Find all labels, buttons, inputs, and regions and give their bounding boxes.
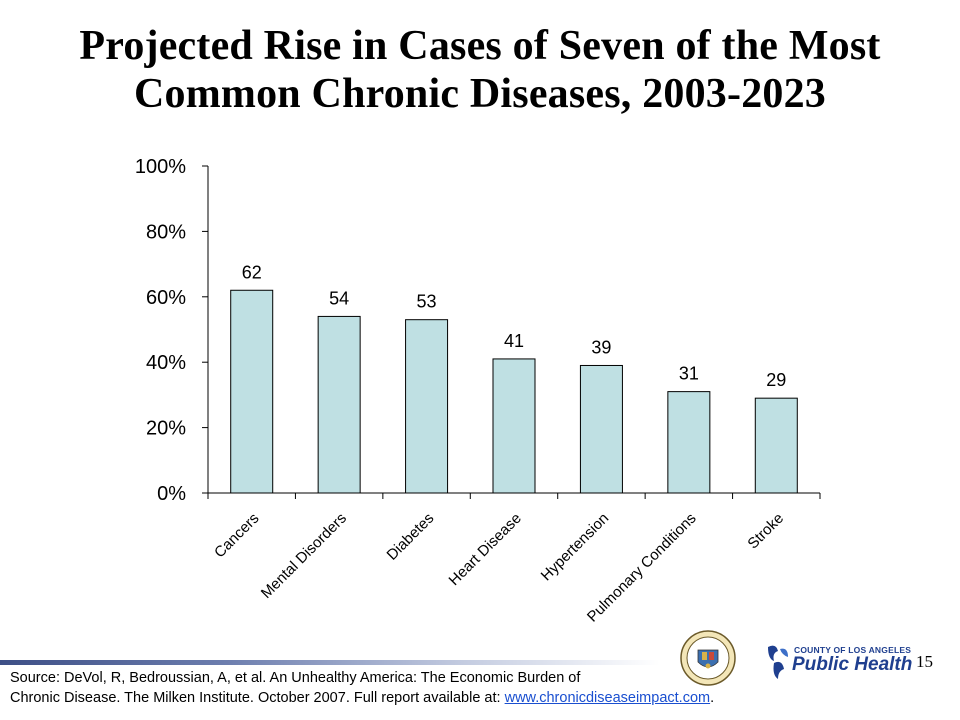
data-label: 41 xyxy=(504,331,524,351)
title-line-2: Common Chronic Diseases, 2003-2023 xyxy=(133,71,826,117)
county-seal-icon xyxy=(680,630,736,686)
footer-divider xyxy=(0,660,660,665)
bar xyxy=(492,358,536,494)
data-label: 29 xyxy=(766,370,786,390)
page-number: 15 xyxy=(916,652,933,671)
title-line-1: Projected Rise in Cases of Seven of the … xyxy=(79,23,881,69)
category-label: Stroke xyxy=(744,510,787,553)
source-line-2-text: Chronic Disease. The Milken Institute. O… xyxy=(10,690,505,706)
category-label: Heart Disease xyxy=(446,510,525,589)
y-tick-label: 80% xyxy=(146,221,186,243)
y-tick-label: 0% xyxy=(157,483,186,505)
source-link[interactable]: www.chronicdiseaseimpact.com xyxy=(504,690,711,706)
bar xyxy=(317,315,361,494)
logo-mark-icon xyxy=(768,645,788,679)
logo-big-text: Public Health xyxy=(792,654,913,675)
data-label: 39 xyxy=(591,337,611,357)
bar xyxy=(230,289,274,494)
source-line-2: Chronic Disease. The Milken Institute. O… xyxy=(10,688,830,708)
source-line-1: Source: DeVol, R, Bedroussian, A, et al.… xyxy=(10,670,581,686)
data-label: 53 xyxy=(417,292,437,312)
bar-chart: 0% 20% 40% 60% 80% 100% 62 Cancers 54 Mental Diso… xyxy=(135,156,821,626)
chart-title: Projected Rise in Cases of Seven of the … xyxy=(0,22,960,118)
y-tick-label: 100% xyxy=(135,156,186,178)
y-tick-label: 60% xyxy=(146,287,186,309)
category-label: Diabetes xyxy=(384,510,438,564)
category-label: Hypertension xyxy=(538,510,613,585)
category-label: Cancers xyxy=(211,510,263,562)
source-note: Source: DeVol, R, Bedroussian, A, et al.… xyxy=(10,668,830,708)
bar xyxy=(405,319,449,494)
bar xyxy=(667,391,711,494)
data-label: 54 xyxy=(329,288,349,308)
bar xyxy=(579,364,623,494)
bar xyxy=(754,397,798,494)
logo-small-text: COUNTY OF LOS ANGELES xyxy=(794,645,912,655)
source-trailing: . xyxy=(710,690,715,706)
public-health-logo: COUNTY OF LOS ANGELES Public Health xyxy=(764,641,912,681)
data-label: 31 xyxy=(679,364,699,384)
y-tick-label: 20% xyxy=(146,418,186,440)
category-label: Mental Disorders xyxy=(258,510,350,602)
y-tick-label: 40% xyxy=(146,352,186,374)
data-label: 62 xyxy=(242,262,262,282)
